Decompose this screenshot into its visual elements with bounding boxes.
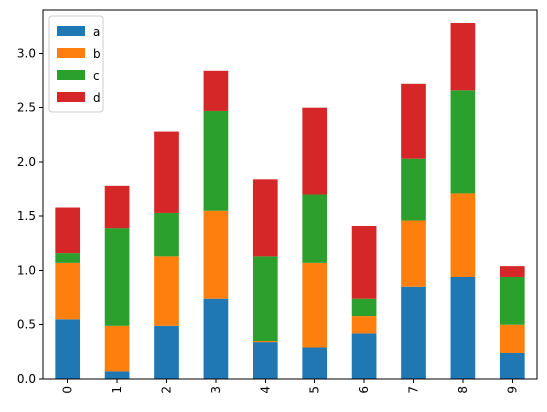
x-tick-label: 8 <box>456 386 470 394</box>
bars-layer <box>55 23 525 379</box>
bar-d-3 <box>203 70 229 111</box>
bar-a-2 <box>154 325 179 379</box>
axes-frame <box>42 9 538 380</box>
legend-swatch-c <box>57 70 85 80</box>
bar-b-5 <box>302 262 328 348</box>
axes-layer: 0.0 0.5 1.0 1.5 2.0 2.5 3.0 0 1 2 3 4 5 6 7 8 9 <box>17 9 538 394</box>
bar-b-1 <box>104 325 130 372</box>
bar-c-6 <box>351 298 377 317</box>
x-tick-label: 6 <box>357 386 371 394</box>
legend-label-d: d <box>93 91 101 105</box>
legend-box <box>48 15 104 113</box>
bar-a-3 <box>203 298 229 379</box>
legend-swatch-a <box>57 26 85 36</box>
y-tick-label: 2.5 <box>17 101 36 115</box>
bar-c-1 <box>104 228 130 326</box>
legend-label-b: b <box>93 47 101 61</box>
y-tick-label: 1.5 <box>17 209 36 223</box>
bar-b-0 <box>55 262 81 320</box>
bar-d-9 <box>499 266 525 277</box>
bar-b-2 <box>154 256 179 326</box>
bar-c-7 <box>401 158 426 221</box>
x-tick-label: 3 <box>209 386 223 394</box>
legend-label-c: c <box>93 69 100 83</box>
legend-label-a: a <box>93 25 100 39</box>
bar-c-3 <box>203 110 229 211</box>
bar-c-0 <box>55 253 81 263</box>
bar-d-6 <box>351 225 377 299</box>
bar-c-4 <box>252 256 278 342</box>
bar-d-8 <box>450 23 476 91</box>
y-tick-label: 2.0 <box>17 155 36 169</box>
bar-a-9 <box>499 352 525 379</box>
bar-b-8 <box>450 193 476 277</box>
bar-c-9 <box>499 276 525 325</box>
bar-a-0 <box>55 319 81 379</box>
x-tick-label: 5 <box>308 386 322 394</box>
x-tick-label: 7 <box>407 386 421 394</box>
legend-swatch-d <box>57 92 85 102</box>
x-tick-label: 0 <box>61 386 75 394</box>
bar-b-6 <box>351 316 377 334</box>
x-tick-label: 4 <box>258 386 272 394</box>
y-tick-label: 0.5 <box>17 318 36 332</box>
bar-a-5 <box>302 347 328 379</box>
bar-d-5 <box>302 107 328 195</box>
bar-a-4 <box>252 342 278 379</box>
bar-c-8 <box>450 90 476 194</box>
x-tick-label: 1 <box>110 386 124 394</box>
bar-d-4 <box>252 179 278 257</box>
y-tick-label: 1.0 <box>17 263 36 277</box>
bar-d-0 <box>55 207 81 254</box>
y-tick-label: 0.0 <box>17 372 36 386</box>
bar-a-1 <box>104 371 130 379</box>
bar-a-6 <box>351 333 377 379</box>
x-tick-label: 9 <box>505 386 519 394</box>
bar-d-7 <box>401 83 426 159</box>
bar-b-4 <box>252 341 278 343</box>
bar-a-8 <box>450 276 476 379</box>
bar-b-7 <box>401 220 426 287</box>
y-tick-label: 3.0 <box>17 46 36 60</box>
bar-c-5 <box>302 194 328 263</box>
bar-b-3 <box>203 210 229 299</box>
bar-d-1 <box>104 185 130 229</box>
legend-swatch-b <box>57 48 85 58</box>
x-tick-label: 2 <box>160 386 174 394</box>
bar-d-2 <box>154 131 179 213</box>
bar-a-7 <box>401 286 426 379</box>
bar-b-9 <box>499 324 525 353</box>
bar-c-2 <box>154 212 179 257</box>
